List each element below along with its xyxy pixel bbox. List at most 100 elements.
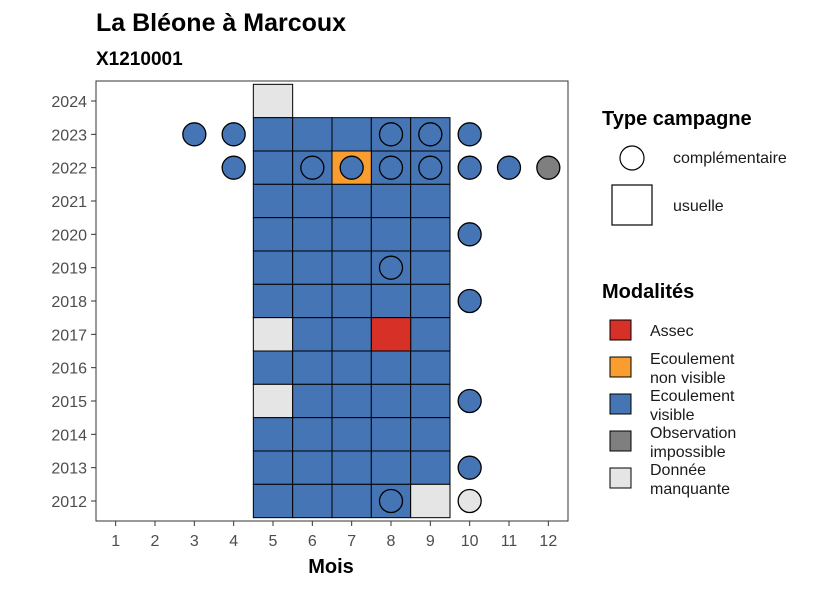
tile-2013-6 — [292, 450, 333, 485]
point-2022-12 — [536, 155, 561, 180]
tile-2018-9 — [410, 283, 451, 319]
y-axis: 2012 2013 2014 2015 2016 2017 2018 2019 2020 2021… — [51, 94, 96, 511]
point-2018-10 — [457, 288, 482, 314]
tile-2022-5 — [252, 150, 294, 185]
legend-usual-label: usuelle — [673, 198, 724, 215]
legend-key-ecnv — [609, 356, 632, 378]
legend-label-nd: Donnée manquante — [650, 462, 730, 498]
y-tick-label-2015: 2015 — [51, 394, 87, 411]
legend-label-ecv: Ecoulement visible — [650, 388, 735, 424]
tile-2016-5 — [252, 350, 294, 385]
tile-2021-8 — [370, 183, 412, 219]
legend-complementary-key — [619, 145, 645, 171]
y-tick-label-2020: 2020 — [51, 227, 87, 244]
x-tick-label-5: 5 — [269, 533, 278, 550]
point-2022-7 — [339, 155, 364, 180]
point-2020-10 — [457, 222, 482, 247]
legend-complementary-label: complémentaire — [673, 150, 787, 167]
y-tick-label-2014: 2014 — [51, 427, 87, 444]
tile-2017-8 — [370, 317, 412, 352]
tile-2017-5 — [252, 317, 294, 352]
y-tick-label-2013: 2013 — [51, 461, 87, 478]
legend-usual-key — [611, 184, 653, 226]
tile-2020-7 — [331, 217, 372, 252]
y-tick-label-2012: 2012 — [51, 494, 87, 511]
tile-2017-6 — [292, 317, 333, 352]
tile-2023-7 — [331, 117, 372, 152]
usual-campaign-tiles — [252, 83, 451, 519]
tile-2015-6 — [292, 383, 333, 419]
tile-2016-9 — [410, 350, 451, 385]
tile-2013-7 — [331, 450, 372, 485]
legend-key-ecv — [609, 393, 632, 415]
legend-key-assec — [609, 319, 632, 341]
point-2015-10 — [457, 388, 482, 414]
point-2013-10 — [457, 455, 482, 480]
point-2023-4 — [221, 122, 246, 147]
point-2022-9 — [418, 155, 443, 180]
tile-2014-9 — [410, 417, 451, 452]
tile-2024-5 — [252, 83, 294, 119]
tile-2012-5 — [252, 483, 294, 519]
tile-2014-6 — [292, 417, 333, 452]
tile-2020-9 — [410, 217, 451, 252]
tile-2020-5 — [252, 217, 294, 252]
x-axis-title: Mois — [308, 556, 354, 578]
y-tick-label-2024: 2024 — [51, 94, 87, 111]
tile-2019-7 — [331, 250, 372, 285]
chart-subtitle: X1210001 — [96, 49, 183, 70]
tile-2021-7 — [331, 183, 372, 219]
x-tick-label-11: 11 — [501, 533, 518, 550]
tile-2023-5 — [252, 117, 294, 152]
complementary-campaign-points — [182, 122, 561, 514]
x-tick-label-4: 4 — [229, 533, 238, 550]
x-tick-label-1: 1 — [111, 533, 120, 550]
tile-2023-6 — [292, 117, 333, 152]
tile-2012-6 — [292, 483, 333, 519]
point-2022-6 — [300, 155, 325, 180]
point-2023-3 — [182, 122, 207, 147]
tile-2021-9 — [410, 183, 451, 219]
point-2023-8 — [378, 122, 404, 147]
point-2022-8 — [378, 155, 404, 180]
tile-2013-8 — [370, 450, 412, 485]
tile-2015-9 — [410, 383, 451, 419]
y-tick-label-2019: 2019 — [51, 261, 87, 278]
tile-2021-5 — [252, 183, 294, 219]
x-tick-label-9: 9 — [426, 533, 435, 550]
point-2012-8 — [378, 488, 404, 514]
tile-2016-8 — [370, 350, 412, 385]
point-2019-8 — [378, 255, 404, 280]
tile-2021-6 — [292, 183, 333, 219]
tile-2017-7 — [331, 317, 372, 352]
point-2023-9 — [418, 122, 443, 147]
tile-2014-5 — [252, 417, 294, 452]
tile-2019-9 — [410, 250, 451, 285]
y-tick-label-2017: 2017 — [51, 327, 87, 344]
x-tick-label-12: 12 — [539, 533, 557, 550]
point-2022-4 — [221, 155, 246, 180]
tile-2019-6 — [292, 250, 333, 285]
legend-label-assec: Assec — [650, 323, 694, 340]
tile-2018-7 — [331, 283, 372, 319]
y-tick-label-2021: 2021 — [51, 194, 87, 211]
x-tick-label-8: 8 — [387, 533, 396, 550]
legend-modalities-title: Modalités — [602, 281, 694, 303]
y-tick-label-2023: 2023 — [51, 127, 87, 144]
tile-2014-8 — [370, 417, 412, 452]
tile-2013-5 — [252, 450, 294, 485]
legend-campaign-type: Type campagne complémentaire usuelle — [602, 108, 787, 226]
legend-campaign-type-title: Type campagne — [602, 108, 752, 130]
tile-2017-9 — [410, 317, 451, 352]
x-tick-label-10: 10 — [461, 533, 479, 550]
tile-2018-8 — [370, 283, 412, 319]
x-tick-label-3: 3 — [190, 533, 199, 550]
legend-key-nd — [609, 467, 632, 489]
x-tick-label-2: 2 — [151, 533, 160, 550]
point-2023-10 — [457, 122, 482, 147]
tile-2016-6 — [292, 350, 333, 385]
tile-2013-9 — [410, 450, 451, 485]
y-tick-label-2016: 2016 — [51, 361, 87, 378]
tile-2014-7 — [331, 417, 372, 452]
